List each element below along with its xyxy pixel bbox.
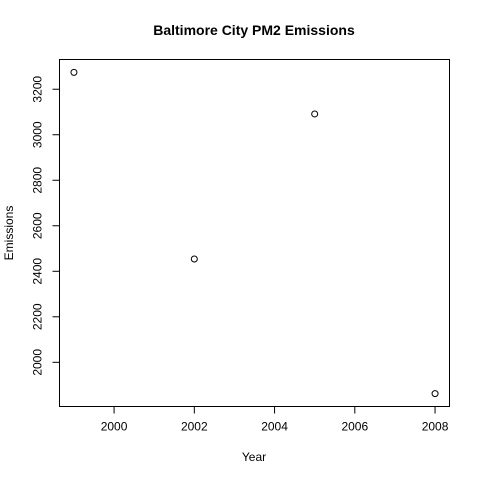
data-point bbox=[190, 255, 198, 263]
x-tick-label: 2008 bbox=[422, 420, 449, 434]
chart-title: Baltimore City PM2 Emissions bbox=[153, 22, 355, 38]
data-point bbox=[311, 110, 319, 118]
x-axis-label: Year bbox=[242, 450, 266, 464]
y-tick-label: 3200 bbox=[31, 76, 45, 103]
x-axis: 2000 2002 2004 2006 2008 bbox=[101, 406, 449, 434]
x-tick-label: 2004 bbox=[261, 420, 288, 434]
y-tick-label: 2800 bbox=[31, 167, 45, 194]
data-point bbox=[431, 390, 439, 398]
y-tick-label: 2400 bbox=[31, 258, 45, 285]
x-tick-label: 2000 bbox=[101, 420, 128, 434]
y-tick-label: 2600 bbox=[31, 212, 45, 239]
data-points bbox=[70, 68, 439, 398]
y-axis-label: Emissions bbox=[2, 206, 16, 261]
x-tick-label: 2002 bbox=[181, 420, 208, 434]
y-tick-label: 2200 bbox=[31, 303, 45, 330]
y-axis: 2000 2200 2400 2600 2800 3000 3200 bbox=[31, 76, 60, 376]
data-point bbox=[70, 68, 78, 76]
y-tick-label: 3000 bbox=[31, 121, 45, 148]
y-tick-label: 2000 bbox=[31, 349, 45, 376]
x-tick-label: 2006 bbox=[341, 420, 368, 434]
